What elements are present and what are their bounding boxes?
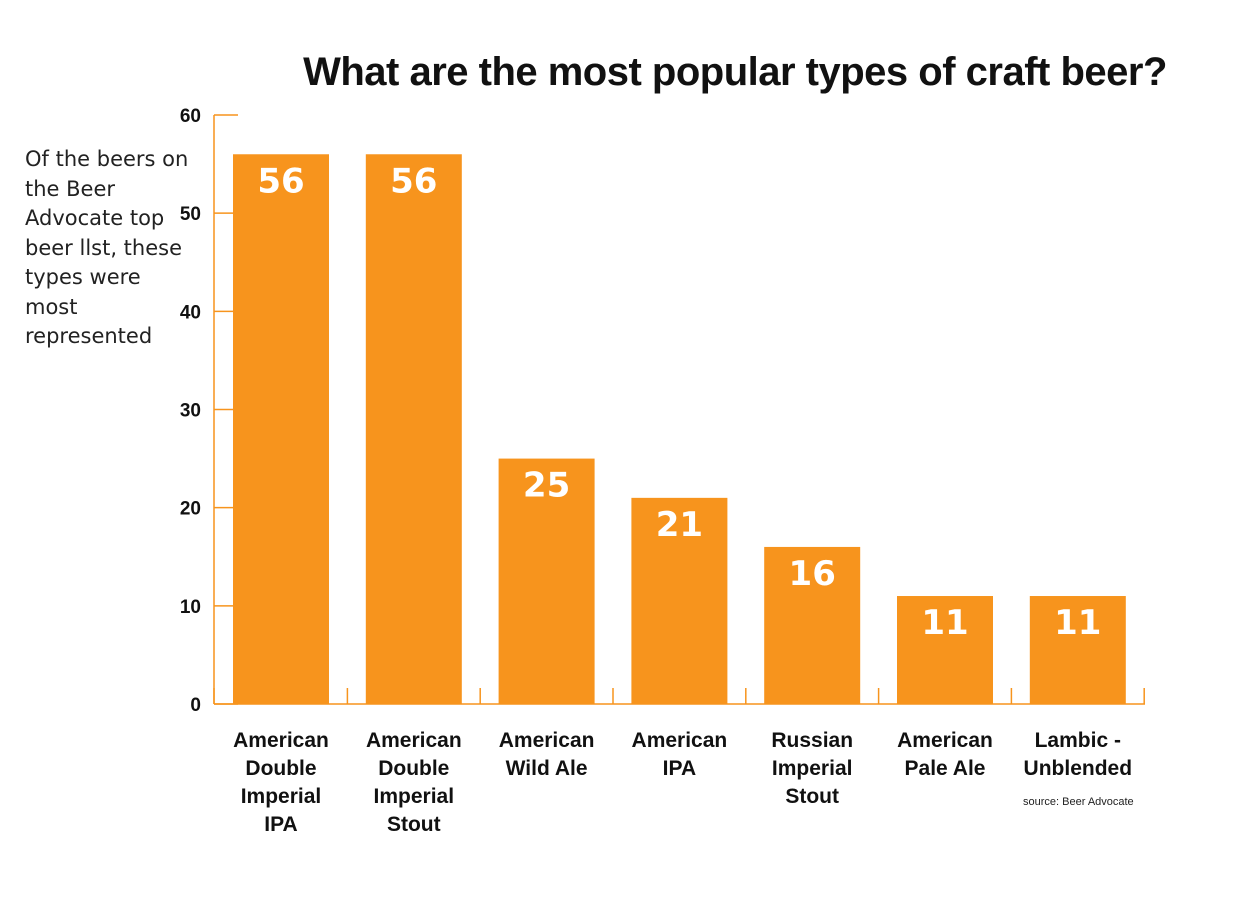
- category-label: American IPA: [632, 729, 728, 780]
- bar: [365, 154, 462, 704]
- bar: [897, 596, 993, 704]
- bar: [764, 546, 861, 704]
- y-tick-label: 60: [180, 106, 201, 127]
- category-label: American Wild Ale: [499, 729, 595, 780]
- y-tick-label: 20: [180, 499, 201, 520]
- y-tick-label: 40: [180, 302, 201, 323]
- y-tick-label: 50: [180, 204, 201, 225]
- y-tick-label: 0: [190, 695, 201, 716]
- chart-source: source: Beer Advocate: [1023, 796, 1134, 808]
- chart-subtitle: Of the beers on the Beer Advocate top be…: [25, 147, 189, 348]
- data-label: 56: [257, 161, 304, 201]
- bar: [631, 497, 728, 704]
- category-label: Lambic -Unblended: [1024, 729, 1133, 780]
- bar: [498, 458, 595, 704]
- data-label: 25: [523, 466, 570, 506]
- data-label: 11: [1054, 603, 1101, 643]
- data-label: 56: [390, 161, 437, 201]
- y-tick-label: 30: [180, 401, 201, 422]
- data-label: 21: [656, 505, 703, 545]
- category-label: Russian Imperial Stout: [771, 729, 853, 808]
- bar: [233, 154, 329, 704]
- data-label: 16: [789, 554, 836, 594]
- bar: [1029, 596, 1126, 704]
- y-tick-label: 10: [180, 597, 201, 618]
- data-label: 11: [921, 603, 968, 643]
- chart-bars: [233, 154, 1126, 704]
- category-label: American Double Imperial Stout: [366, 729, 462, 836]
- category-label: American Double Imperial IPA: [233, 729, 329, 836]
- chart-labels: 56 American Double Imperial IPA 56 American Dou…: [233, 161, 1132, 836]
- category-label: American Pale Ale: [897, 729, 993, 780]
- chart-title: What are the most popular types of craft…: [303, 50, 1167, 94]
